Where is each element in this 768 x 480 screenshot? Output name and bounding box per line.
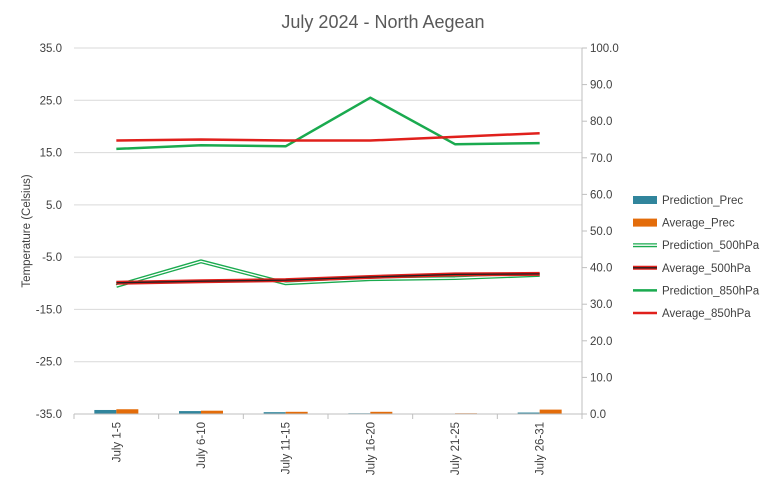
line-prediction-850hpa xyxy=(116,96,540,151)
y2-tick-label: 70.0 xyxy=(590,153,612,165)
legend-prediction-850hpa-label: Prediction_850hPa xyxy=(662,285,760,297)
bar-prediction-prec xyxy=(517,412,540,414)
y2-tick-label: 0.0 xyxy=(590,409,606,421)
legend-average-850hpa-label: Average_850hPa xyxy=(662,308,751,320)
y2-tick-label: 60.0 xyxy=(590,189,612,201)
line-prediction-500hpa-inner xyxy=(116,260,540,287)
legend-prediction-prec-swatch xyxy=(633,196,657,204)
bar-average-prec xyxy=(285,411,308,414)
bar-prediction-prec xyxy=(94,409,117,414)
y-tick-label: 15.0 xyxy=(40,148,62,160)
y-tick-label: -25.0 xyxy=(36,357,62,369)
chart-title: July 2024 - North Aegean xyxy=(281,12,484,32)
bar-average-prec xyxy=(201,410,223,414)
gridlines xyxy=(74,47,582,363)
y2-tick-label: 100.0 xyxy=(590,43,619,55)
legend: Prediction_Prec Average_Prec Prediction_50… xyxy=(633,195,760,320)
legend-average-prec-label: Average_Prec xyxy=(662,218,735,230)
y2-tick-label: 10.0 xyxy=(590,372,612,384)
legend-average-prec-swatch xyxy=(633,218,657,227)
y-tick-label: 5.0 xyxy=(46,200,62,212)
bar-average-prec xyxy=(370,411,393,414)
y2-tick-label: 20.0 xyxy=(590,336,612,348)
y2-tick-label: 90.0 xyxy=(590,80,612,92)
x-tick-label: July 16-20 xyxy=(365,422,377,475)
x-tick-label: July 21-25 xyxy=(450,422,462,475)
secondary-y-axis-ticks: 100.0 90.0 80.0 70.0 60.0 50.0 40.0 30.0 20.0 10.… xyxy=(582,43,619,421)
y-tick-label: -15.0 xyxy=(36,304,62,316)
x-tick-label: July 1-5 xyxy=(111,422,123,462)
y2-tick-label: 80.0 xyxy=(590,116,612,128)
bar-average-prec xyxy=(539,409,562,414)
bar-average-prec xyxy=(116,409,139,414)
x-tick-label: July 26-31 xyxy=(535,422,547,475)
bar-prediction-prec xyxy=(263,412,286,414)
bar-prediction-prec xyxy=(179,411,201,414)
y-tick-label: -35.0 xyxy=(36,409,62,421)
legend-average-500hpa-label: Average_500hPa xyxy=(662,263,751,275)
y-axis-ticks: 35.0 25.0 15.0 5.0 -5.0 -15.0 -25.0 -35.0 xyxy=(36,43,62,421)
x-tick-label: July 11-15 xyxy=(281,422,293,474)
line-average-500hpa-inner xyxy=(116,273,540,284)
legend-prediction-prec-label: Prediction_Prec xyxy=(662,195,743,207)
bar-series-group xyxy=(94,409,562,414)
line-series-group xyxy=(115,96,540,288)
y2-tick-label: 40.0 xyxy=(590,263,612,275)
x-tick-label: July 6-10 xyxy=(196,422,208,469)
y-tick-label: -5.0 xyxy=(42,252,62,264)
y2-tick-label: 50.0 xyxy=(590,226,612,238)
line-average-850hpa xyxy=(116,131,540,142)
y-tick-label: 25.0 xyxy=(40,95,62,107)
y-tick-label: 35.0 xyxy=(40,43,62,55)
legend-prediction-500hpa-label: Prediction_500hPa xyxy=(662,240,760,252)
axes xyxy=(74,48,583,415)
x-axis-ticks: July 1-5 July 6-10 July 11-15 July 16-20 Jul… xyxy=(73,414,583,475)
y-axis-title: Temperature (Celsius) xyxy=(21,174,33,287)
y2-tick-label: 30.0 xyxy=(590,299,612,311)
